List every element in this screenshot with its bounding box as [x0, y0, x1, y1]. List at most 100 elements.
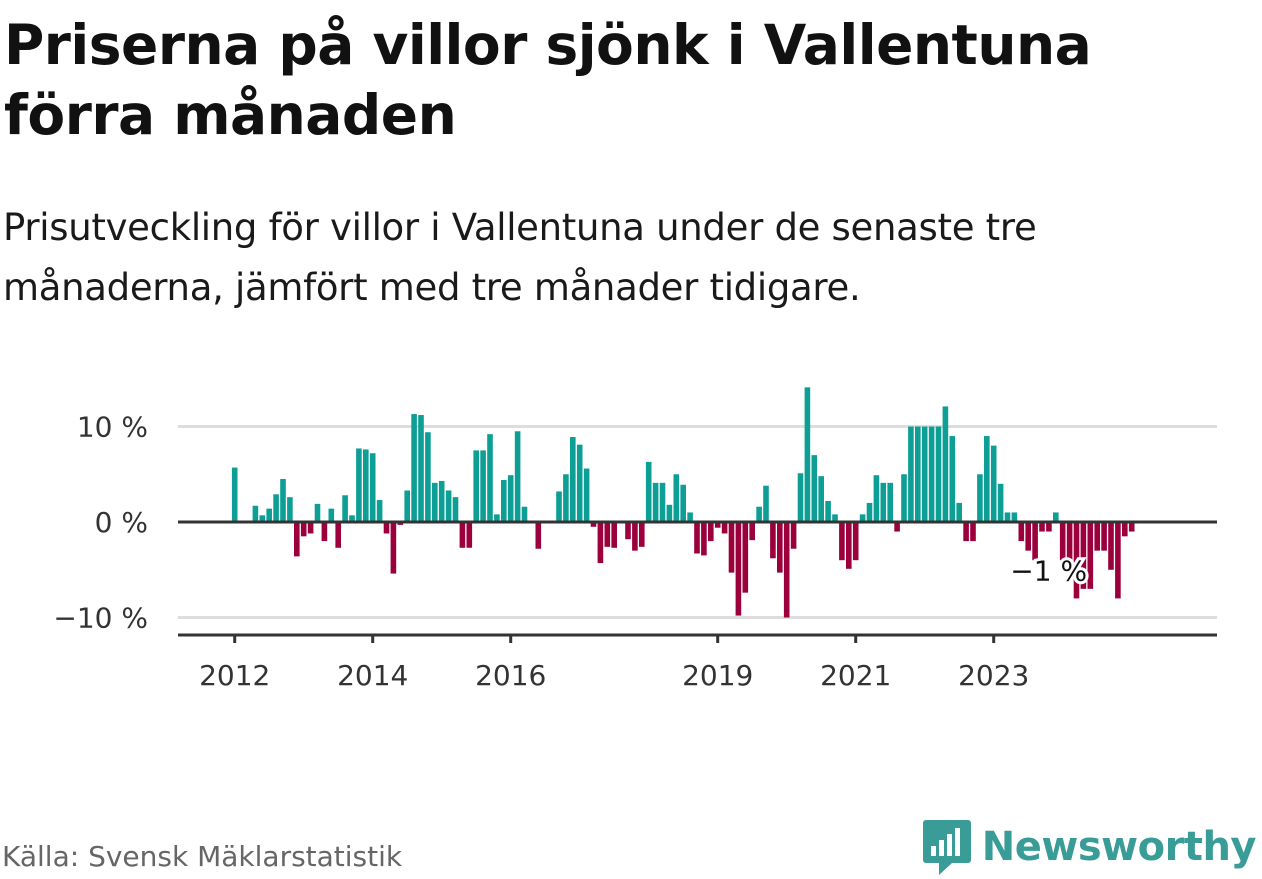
bar: [363, 449, 369, 522]
bar: [894, 522, 900, 532]
bar-chart: 10 % 0 % −10 % 2012 2014 2016 2019 2021 2023 −1 %: [53, 387, 1217, 692]
bar: [425, 432, 431, 522]
source-note: Källa: Svensk Mäklarstatistik: [2, 840, 403, 873]
chart-subtitle: Prisutveckling för villor i Vallentuna u…: [3, 206, 1037, 309]
bar: [266, 508, 272, 522]
bar: [342, 495, 348, 522]
bar: [956, 502, 962, 522]
bar: [811, 455, 818, 522]
bar: [659, 482, 666, 522]
bar: [701, 522, 707, 556]
bar: [783, 522, 790, 618]
bar: [418, 415, 424, 522]
bar: [507, 475, 514, 522]
bar: [859, 514, 866, 522]
bar: [901, 474, 907, 522]
bar: [1122, 522, 1128, 537]
bar: [494, 514, 500, 522]
bar: [287, 497, 293, 522]
bar: [1108, 522, 1114, 570]
bar: [535, 522, 542, 549]
bar: [1115, 522, 1121, 599]
bar: [873, 475, 880, 522]
bar: [452, 497, 459, 522]
bar: [666, 504, 673, 522]
bar: [984, 436, 990, 522]
bar: [832, 514, 838, 522]
bar: [949, 436, 956, 522]
bar: [680, 484, 686, 522]
bar: [1080, 522, 1087, 589]
bar: [652, 482, 659, 522]
bar: [411, 414, 417, 522]
bar: [563, 474, 569, 522]
latest-value-label: −1 %: [1010, 555, 1087, 588]
bar: [777, 522, 783, 573]
bar: [321, 522, 328, 542]
bar: [1073, 522, 1080, 599]
bar: [839, 522, 845, 561]
bar: [335, 522, 341, 548]
bar: [501, 479, 507, 522]
bar: [1053, 512, 1059, 522]
bar: [1066, 522, 1073, 561]
bar: [514, 431, 521, 522]
bar: [1032, 522, 1038, 561]
bar: [942, 406, 949, 522]
x-tick-label: 2019: [682, 659, 753, 692]
bar: [521, 506, 528, 522]
bar: [556, 491, 562, 522]
bar: [1046, 522, 1052, 532]
bar: [300, 522, 307, 537]
chart-title: Priserna på villor sjönk i Vallentuna fö…: [4, 13, 1092, 147]
bar: [852, 522, 859, 561]
bar: [880, 482, 887, 522]
bar: [445, 490, 452, 522]
bar: [625, 522, 631, 540]
y-tick-label: −10 %: [53, 602, 148, 635]
bar: [714, 522, 721, 528]
bar: [611, 522, 617, 548]
bar: [825, 500, 831, 522]
bar: [708, 522, 714, 542]
bar: [735, 522, 742, 616]
bar: [349, 515, 355, 522]
bar: [1128, 522, 1135, 532]
bar: [687, 512, 693, 522]
bar: [280, 479, 286, 522]
bar: [459, 522, 466, 548]
y-tick-label: 10 %: [77, 411, 148, 444]
bar: [928, 426, 935, 522]
bar: [908, 426, 914, 522]
bar: [977, 474, 983, 522]
bar: [597, 522, 604, 564]
bar: [314, 503, 321, 522]
bar: [376, 500, 383, 522]
bar: [1018, 522, 1025, 542]
bar: [963, 522, 969, 542]
bar: [1101, 522, 1107, 551]
bar: [728, 522, 735, 573]
bar: [231, 467, 238, 522]
bar: [328, 508, 335, 522]
brand-logo: Newsworthy: [922, 818, 1257, 876]
bar: [970, 522, 976, 542]
bar: [770, 522, 776, 559]
bar: [818, 476, 824, 522]
x-tick-label: 2012: [199, 659, 270, 692]
bar: [1039, 522, 1045, 532]
bar: [1025, 522, 1031, 551]
bar: [583, 468, 590, 522]
bar: [797, 473, 804, 522]
bar: [252, 505, 259, 522]
bar: [1094, 522, 1100, 551]
bar: [1004, 512, 1011, 522]
bar: [1059, 522, 1066, 561]
bar: [673, 474, 680, 522]
x-tick-label: 2021: [820, 659, 891, 692]
bar: [790, 522, 797, 549]
bar: [921, 426, 928, 522]
x-tick-label: 2014: [337, 659, 408, 692]
bar: [294, 522, 300, 557]
bar: [369, 453, 376, 522]
